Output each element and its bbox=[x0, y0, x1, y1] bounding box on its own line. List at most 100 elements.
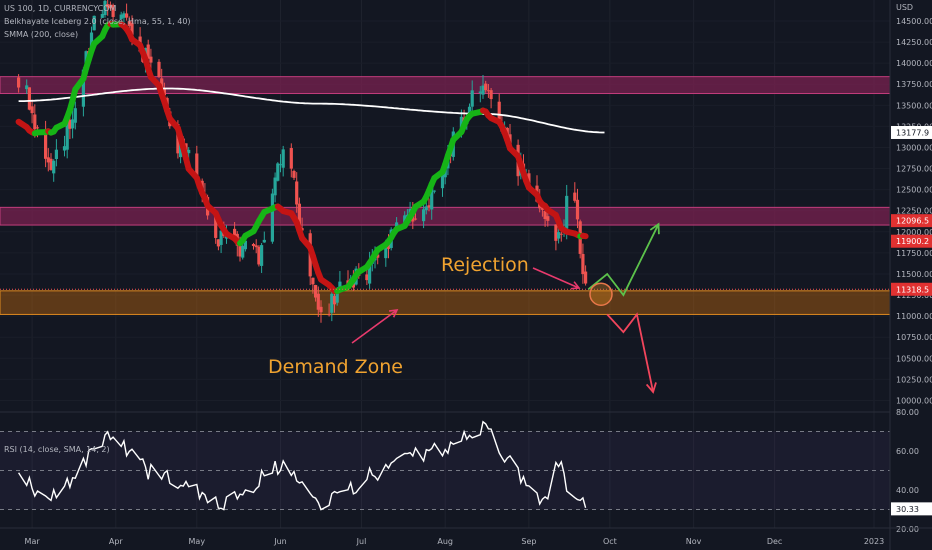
candle bbox=[25, 79, 29, 95]
candle bbox=[73, 101, 77, 130]
candle-body bbox=[368, 261, 372, 284]
smma-line bbox=[18, 87, 605, 134]
candle bbox=[376, 253, 380, 265]
demand-zone-arrow bbox=[351, 309, 398, 344]
candle bbox=[149, 48, 153, 70]
candle-body bbox=[327, 314, 331, 316]
candle-body bbox=[27, 87, 31, 110]
candle-body bbox=[427, 205, 431, 208]
candle bbox=[292, 169, 296, 180]
candle-body bbox=[335, 288, 339, 303]
candle-body bbox=[233, 228, 237, 236]
candle-body bbox=[289, 148, 293, 169]
bullish-arrow-head bbox=[649, 222, 660, 235]
candle bbox=[432, 190, 436, 194]
candle bbox=[319, 300, 323, 323]
candle bbox=[575, 188, 580, 229]
rsi-legend[interactable]: RSI (14, close, SMA, 14, 2) bbox=[4, 445, 110, 454]
candle-body bbox=[35, 127, 40, 129]
candle-body bbox=[584, 271, 588, 284]
candle-body bbox=[52, 160, 56, 174]
price-tick-label: 12000.00 bbox=[896, 228, 932, 237]
candle bbox=[27, 87, 31, 111]
bullish-projection-path bbox=[587, 223, 660, 297]
candle bbox=[108, 1, 112, 10]
smma-legend[interactable]: SMMA (200, close) bbox=[4, 30, 79, 39]
candle-body bbox=[162, 88, 166, 96]
candle-body bbox=[251, 244, 256, 246]
candle bbox=[119, 11, 123, 20]
candle-body bbox=[565, 195, 569, 229]
price-tick-label: 14500.00 bbox=[896, 17, 932, 26]
rejection-arrow-head bbox=[570, 281, 581, 290]
candle bbox=[573, 182, 577, 203]
candle bbox=[281, 145, 285, 177]
demand-zone bbox=[0, 290, 891, 315]
candle bbox=[241, 244, 245, 260]
candle-body bbox=[122, 13, 126, 18]
rejection-circle bbox=[589, 282, 613, 306]
price-tick-label: 12250.00 bbox=[896, 207, 932, 216]
candle-body bbox=[81, 69, 85, 107]
candle bbox=[54, 139, 58, 167]
candle bbox=[554, 224, 558, 251]
candle-body bbox=[157, 61, 161, 77]
price-tick-label: 11500.00 bbox=[896, 270, 932, 279]
candle-body bbox=[278, 164, 283, 166]
candle-body bbox=[316, 293, 320, 310]
price-tick-label: 13500.00 bbox=[896, 101, 932, 110]
bearish-arrow-head bbox=[645, 382, 657, 394]
candle-body bbox=[554, 224, 558, 241]
smma-price-badge: 13177.9 bbox=[896, 128, 929, 137]
candle-body bbox=[311, 277, 315, 285]
iceberg-price-badge-upper: 12096.5 bbox=[896, 217, 929, 226]
candle-body bbox=[92, 15, 96, 31]
price-tick-label: 12500.00 bbox=[896, 186, 932, 195]
iceberg-price-badge-lower-bg bbox=[891, 234, 932, 248]
candle-body bbox=[365, 274, 369, 281]
candle-body bbox=[219, 230, 223, 245]
candle-body bbox=[573, 192, 577, 201]
currency-label: USD bbox=[896, 3, 913, 12]
candle-body bbox=[376, 254, 380, 258]
candle-body bbox=[254, 245, 258, 248]
candle-body bbox=[489, 90, 493, 100]
candle-body bbox=[297, 203, 301, 227]
iceberg-line-group bbox=[15, 20, 589, 295]
symbol-legend[interactable]: US 100, 1D, CURRENCYCOM bbox=[4, 4, 117, 13]
candle-body bbox=[273, 177, 277, 196]
candle bbox=[327, 303, 331, 317]
candle-body bbox=[319, 306, 323, 313]
date-tick-label: Nov bbox=[686, 537, 702, 546]
candle-body bbox=[187, 149, 191, 154]
candle-body bbox=[108, 4, 112, 9]
iceberg-indicator-legend[interactable]: Belkhayate Iceberg 2.0 (close, Hma, 55, … bbox=[4, 17, 191, 26]
candle bbox=[484, 80, 488, 93]
candle bbox=[30, 99, 34, 124]
candle bbox=[316, 286, 320, 317]
candle bbox=[125, 3, 129, 21]
rsi-tick-label: 80.00 bbox=[896, 408, 919, 417]
candle-body bbox=[65, 119, 69, 150]
candle bbox=[559, 231, 563, 242]
candle-body bbox=[481, 85, 485, 95]
candle bbox=[581, 243, 585, 284]
price-tick-label: 14000.00 bbox=[896, 59, 932, 68]
candle bbox=[106, 0, 110, 16]
candle bbox=[314, 284, 318, 302]
candle bbox=[44, 120, 48, 168]
price-tick-label: 10000.00 bbox=[896, 396, 932, 405]
price-tick-label: 10250.00 bbox=[896, 375, 932, 384]
candle-body bbox=[467, 106, 472, 117]
candle-body bbox=[422, 209, 426, 222]
candle-body bbox=[106, 4, 110, 8]
rsi-last-badge: 30.33 bbox=[896, 505, 919, 514]
candle bbox=[422, 203, 426, 229]
last-price-badge: 11318.5 bbox=[896, 285, 929, 294]
candle-body bbox=[540, 207, 544, 210]
date-tick-label: May bbox=[189, 537, 206, 546]
price-tick-label: 10500.00 bbox=[896, 354, 932, 363]
date-tick-label: Mar bbox=[25, 537, 41, 546]
price-tick-label: 10750.00 bbox=[896, 333, 932, 342]
